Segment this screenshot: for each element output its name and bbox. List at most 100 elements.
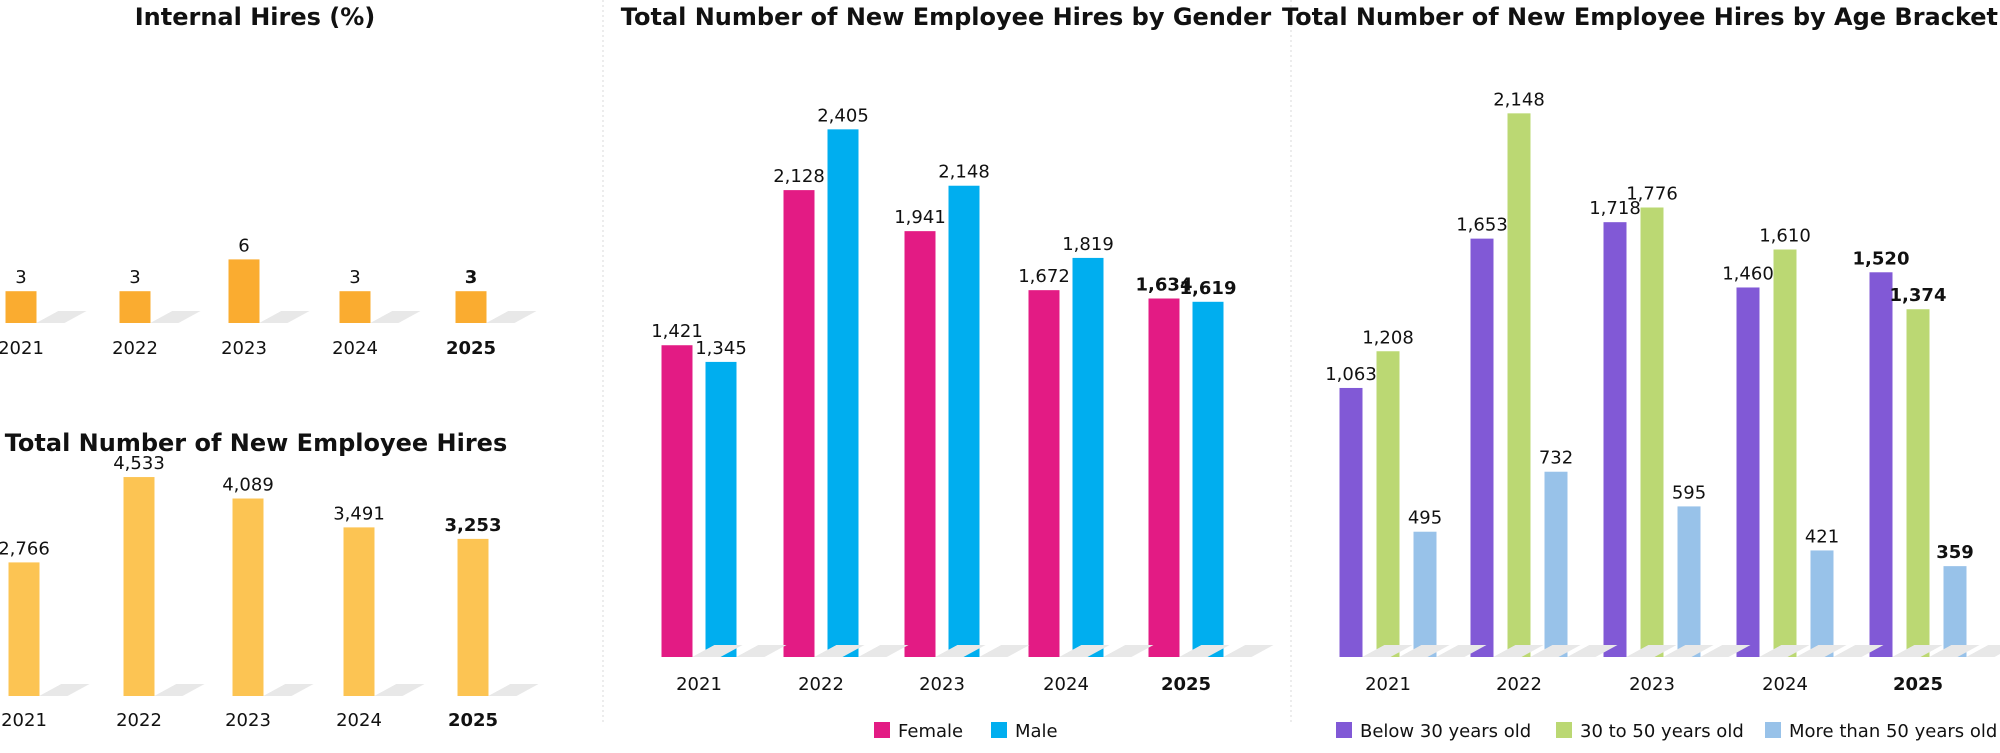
chart-age-legend-below-30-years-old: Below 30 years old bbox=[1360, 721, 1531, 742]
chart-gender-male-2025-value-label: 1,619 bbox=[1180, 278, 1237, 299]
chart-internal-2021-floor bbox=[36, 311, 87, 323]
chart-internal-2022-bar bbox=[119, 291, 151, 323]
chart-gender-female-2022-value-label: 2,128 bbox=[773, 166, 825, 187]
chart-gender-female-2022-floor bbox=[814, 645, 865, 657]
chart-age-more-than-50-years-old-2024-value-label: 421 bbox=[1805, 526, 1839, 547]
chart-age-below-30-years-old-2021-floor bbox=[1362, 645, 1413, 657]
chart-internal-2024-value-label: 3 bbox=[349, 267, 360, 288]
chart-age-more-than-50-years-old-2022-bar bbox=[1544, 471, 1568, 657]
chart-gender-male-2023-value-label: 2,148 bbox=[938, 162, 990, 183]
chart-age-below-30-years-old-2025-bar bbox=[1869, 272, 1893, 657]
chart-gender-male-2024-bar bbox=[1072, 257, 1104, 657]
chart-gender-tick-2025: 2025 bbox=[1161, 674, 1211, 695]
chart-gender-tick-2023: 2023 bbox=[919, 674, 965, 695]
chart-internal-2022-floor bbox=[150, 311, 201, 323]
chart-total-2023-floor bbox=[263, 684, 314, 696]
chart-gender-female-2025-value-label: 1,634 bbox=[1136, 275, 1193, 296]
chart-gender-male-2023-floor bbox=[979, 645, 1030, 657]
chart-age-more-than-50-years-old-2022-floor bbox=[1567, 645, 1618, 657]
chart-age-below-30-years-old-2025-value-label: 1,520 bbox=[1853, 248, 1910, 269]
chart-gender-female-2023-bar bbox=[904, 231, 936, 657]
chart-internal-2021-value-label: 3 bbox=[15, 267, 26, 288]
chart-internal-2024-bar bbox=[339, 291, 371, 323]
chart-total-tick-2021: 2021 bbox=[1, 710, 47, 731]
chart-total-2022-value-label: 4,533 bbox=[113, 453, 165, 474]
chart-gender-female-2023-value-label: 1,941 bbox=[894, 207, 946, 228]
chart-gender-male-2024-floor bbox=[1103, 645, 1154, 657]
chart-age-below-30-years-old-2024-value-label: 1,460 bbox=[1722, 263, 1774, 284]
chart-age-below-30-years-old-2023-bar bbox=[1603, 222, 1627, 657]
chart-age-tick-2021: 2021 bbox=[1365, 674, 1411, 695]
chart-gender-male-2022-floor bbox=[858, 645, 909, 657]
chart-age-tick-2024: 2024 bbox=[1762, 674, 1808, 695]
chart-age-more-than-50-years-old-2025-value-label: 359 bbox=[1936, 542, 1974, 563]
chart-age-more-than-50-years-old-2021-value-label: 495 bbox=[1408, 508, 1442, 529]
chart-age-below-30-years-old-2022-bar bbox=[1470, 238, 1494, 657]
chart-age-30-to-50-years-old-2021-value-label: 1,208 bbox=[1362, 327, 1414, 348]
chart-total-2023-bar bbox=[232, 498, 264, 696]
chart-age-more-than-50-years-old-2023-value-label: 595 bbox=[1672, 482, 1706, 503]
chart-total-2024-bar bbox=[343, 527, 375, 696]
chart-total-tick-2025: 2025 bbox=[448, 710, 498, 731]
chart-age-30-to-50-years-old-2022-bar bbox=[1507, 113, 1531, 658]
chart-gender-tick-2022: 2022 bbox=[798, 674, 844, 695]
chart-gender-male-2021-floor bbox=[736, 645, 787, 657]
chart-age-below-30-years-old-2024-floor bbox=[1759, 645, 1810, 657]
chart-total-2025-bar bbox=[457, 538, 489, 696]
chart-age-title: Total Number of New Employee Hires by Ag… bbox=[1282, 3, 1998, 31]
chart-gender-tick-2024: 2024 bbox=[1043, 674, 1089, 695]
chart-age-30-to-50-years-old-2023-bar bbox=[1640, 207, 1664, 658]
chart-gender-male-2024-value-label: 1,819 bbox=[1062, 234, 1114, 255]
chart-age-more-than-50-years-old-2023-floor bbox=[1700, 645, 1751, 657]
chart-age-below-30-years-old-2023-floor bbox=[1626, 645, 1677, 657]
chart-age-more-than-50-years-old-2021-floor bbox=[1436, 645, 1487, 657]
chart-total: Total Number of New Employee Hires 2,766 2… bbox=[0, 429, 507, 731]
chart-gender-male-2023-bar bbox=[948, 185, 980, 657]
chart-total-tick-2022: 2022 bbox=[116, 710, 162, 731]
chart-age-legend-30-to-50-years-old: 30 to 50 years old bbox=[1580, 721, 1744, 742]
chart-age-30-to-50-years-old-2025-value-label: 1,374 bbox=[1890, 285, 1947, 306]
chart-age-below-30-years-old-2022-value-label: 1,653 bbox=[1456, 215, 1508, 236]
chart-gender-male-2025-floor bbox=[1223, 645, 1274, 657]
chart-gender-male-2022-value-label: 2,405 bbox=[817, 105, 869, 126]
chart-total-2025-floor bbox=[488, 684, 539, 696]
chart-age-more-than-50-years-old-2025-floor bbox=[1966, 645, 2000, 657]
chart-gender-female-2024-value-label: 1,672 bbox=[1018, 266, 1070, 287]
chart-gender-male-2022-bar bbox=[827, 129, 859, 657]
chart-age-below-30-years-old-2021-bar bbox=[1339, 387, 1363, 657]
chart-gender-title: Total Number of New Employee Hires by Ge… bbox=[621, 3, 1272, 31]
chart-internal-2022-value-label: 3 bbox=[129, 267, 140, 288]
chart-internal-tick-2023: 2023 bbox=[221, 338, 267, 359]
chart-age-legend-more-than-50-years-old: More than 50 years old bbox=[1789, 721, 1997, 742]
chart-age-legend-swatch-below-30-years-old bbox=[1336, 722, 1352, 738]
chart-total-tick-2023: 2023 bbox=[225, 710, 271, 731]
chart-age-30-to-50-years-old-2022-floor bbox=[1530, 645, 1581, 657]
chart-internal-tick-2021: 2021 bbox=[0, 338, 44, 359]
chart-age-more-than-50-years-old-2024-floor bbox=[1833, 645, 1884, 657]
chart-age-30-to-50-years-old-2023-floor bbox=[1663, 645, 1714, 657]
chart-age-30-to-50-years-old-2024-bar bbox=[1773, 249, 1797, 657]
chart-gender-male-2021-value-label: 1,345 bbox=[695, 338, 747, 359]
chart-age-30-to-50-years-old-2025-bar bbox=[1906, 309, 1930, 657]
chart-age-30-to-50-years-old-2024-value-label: 1,610 bbox=[1759, 226, 1811, 247]
chart-gender-legend-female: Female bbox=[898, 721, 963, 742]
chart-age-30-to-50-years-old-2025-floor bbox=[1929, 645, 1980, 657]
chart-age-legend-swatch-30-to-50-years-old bbox=[1556, 722, 1572, 738]
chart-total-2021-floor bbox=[39, 684, 90, 696]
chart-gender-female-2025-bar bbox=[1148, 298, 1180, 657]
chart-internal-title: Internal Hires (%) bbox=[135, 3, 376, 31]
chart-age-more-than-50-years-old-2022-value-label: 732 bbox=[1539, 448, 1573, 469]
chart-internal-tick-2024: 2024 bbox=[332, 338, 378, 359]
chart-internal-2024-floor bbox=[370, 311, 421, 323]
chart-internal-2025-floor bbox=[486, 311, 537, 323]
chart-age-more-than-50-years-old-2025-bar bbox=[1943, 566, 1967, 657]
chart-age-30-to-50-years-old-2021-floor bbox=[1399, 645, 1450, 657]
chart-internal-tick-2022: 2022 bbox=[112, 338, 158, 359]
chart-total-2021-bar bbox=[8, 562, 40, 696]
chart-gender-female-2022-bar bbox=[783, 190, 815, 657]
chart-gender-female-2024-bar bbox=[1028, 290, 1060, 657]
chart-internal-2025-value-label: 3 bbox=[465, 267, 478, 288]
chart-internal-2023-bar bbox=[228, 259, 260, 323]
chart-gender-male-2021-bar bbox=[705, 361, 737, 657]
